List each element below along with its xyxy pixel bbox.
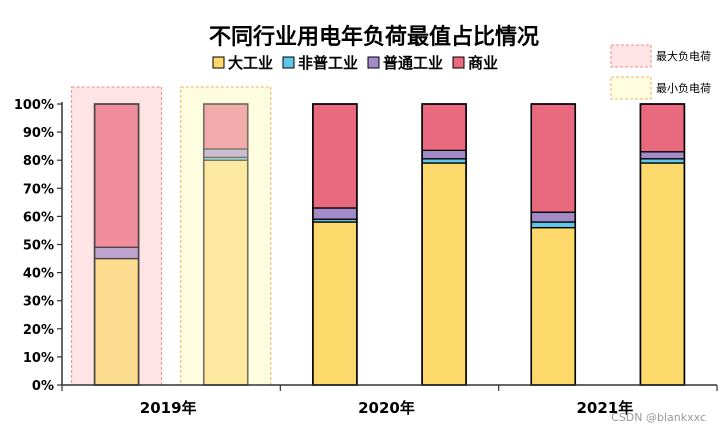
bar-segment-0-2 (93, 246, 140, 260)
highlight-legend-swatch-1 (610, 76, 652, 100)
bar-segment-1-2 (203, 148, 249, 159)
legend-swatch-3 (452, 56, 465, 69)
legend-label-1: 非普工业 (298, 54, 358, 72)
bar-segment-5-0 (639, 162, 686, 386)
y-tick-label-5: 50% (23, 239, 54, 254)
y-tick-label-2: 20% (23, 323, 54, 338)
x-tick-label-4: 2021年 (576, 399, 633, 417)
bar-segment-3-2 (421, 149, 467, 160)
y-tick-label-6: 60% (23, 210, 54, 225)
bar-segment-2-0 (312, 221, 358, 386)
bar-segment-2-3 (312, 103, 358, 209)
watermark: CSDN @blankxxc (611, 411, 706, 424)
bar-segment-2-2 (312, 207, 358, 220)
legend-swatch-2 (367, 56, 380, 69)
series-legend: 大工业 非普工业 普通工业 商业 (212, 54, 498, 72)
bar-segment-3-0 (421, 162, 467, 386)
axes: 0% 10% 20% 30% 40% 50% 60% 70% 80% 90% 100% 2019年 20… (14, 98, 718, 417)
bar-stack-5 (639, 103, 686, 386)
highlight-legend-label-1: 最小负电荷 (656, 81, 711, 95)
legend-swatch-1 (282, 56, 295, 69)
bar-segment-4-3 (530, 103, 576, 213)
highlight-legend-swatch-0 (610, 44, 652, 68)
y-tick-label-1: 10% (23, 351, 54, 366)
bar-stacks (93, 103, 686, 386)
bar-segment-4-1 (530, 221, 576, 229)
y-tick-label-7: 70% (23, 182, 54, 197)
y-tick-label-8: 80% (23, 154, 54, 169)
bar-segment-5-3 (639, 103, 686, 153)
legend-label-3: 商业 (468, 54, 498, 72)
legend-swatch-0 (212, 56, 225, 69)
y-tick-label-3: 30% (23, 295, 54, 310)
y-tick-label-9: 90% (23, 126, 54, 141)
bar-segment-0-3 (93, 103, 140, 248)
y-tick-label-10: 100% (14, 98, 54, 113)
bar-segment-4-2 (530, 211, 576, 223)
bar-stack-1 (202, 103, 249, 386)
bar-segment-3-3 (421, 103, 467, 152)
highlight-legend-label-0: 最大负电荷 (656, 49, 711, 63)
y-tick-label-4: 40% (23, 267, 54, 282)
bar-stack-3 (421, 103, 467, 386)
bar-segment-1-3 (203, 103, 249, 150)
x-tick-label-2: 2020年 (358, 399, 415, 417)
bar-stack-2 (312, 103, 358, 386)
y-tick-label-0: 0% (32, 379, 54, 394)
bar-stack-4 (530, 103, 577, 386)
legend-label-2: 普通工业 (383, 54, 443, 72)
bar-segment-1-0 (203, 159, 249, 386)
bar-segment-5-2 (639, 151, 686, 160)
chart-title: 不同行业用电年负荷最值占比情况 (209, 24, 539, 50)
legend-label-0: 大工业 (228, 54, 273, 72)
bar-segment-4-0 (530, 226, 576, 386)
bar-segment-0-0 (93, 257, 140, 386)
x-tick-label-0: 2019年 (140, 399, 197, 417)
bar-stack-0 (93, 103, 140, 386)
